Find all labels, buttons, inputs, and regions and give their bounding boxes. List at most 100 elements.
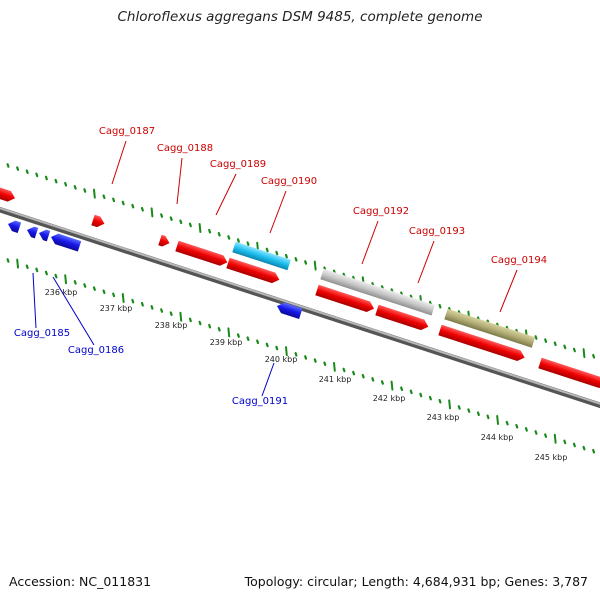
- scale-label: 243 kbp: [427, 413, 460, 422]
- minor-tick: [534, 430, 538, 435]
- gene-box-cagg-0190[interactable]: [232, 241, 291, 271]
- gene-arrow-cagg-0186[interactable]: [49, 232, 82, 252]
- major-tick: [227, 327, 231, 338]
- gene-arrow-cagg-0191[interactable]: [275, 301, 303, 319]
- minor-tick: [256, 339, 260, 345]
- minor-tick: [505, 420, 509, 426]
- gene-arrow-cagg-0193[interactable]: [375, 304, 430, 332]
- gene-label-cagg-0194: Cagg_0194: [491, 255, 547, 266]
- minor-tick: [294, 257, 298, 262]
- minor-tick: [342, 367, 346, 373]
- minor-tick: [275, 345, 279, 351]
- gene-arrow-reverse[interactable]: [25, 225, 39, 239]
- minor-tick: [131, 203, 135, 209]
- minor-tick: [140, 301, 144, 307]
- minor-tick: [25, 264, 29, 270]
- minor-tick: [563, 439, 567, 445]
- gene-box-cagg-0194[interactable]: [444, 308, 536, 348]
- major-tick: [285, 346, 288, 357]
- minor-tick: [275, 250, 279, 256]
- minor-tick: [83, 188, 87, 193]
- gene-arrow-forward[interactable]: [0, 186, 17, 204]
- minor-tick: [83, 283, 87, 288]
- gene-label-cagg-0191: Cagg_0191: [232, 396, 288, 407]
- gene-label-cagg-0187: Cagg_0187: [99, 126, 155, 137]
- minor-tick: [304, 260, 308, 265]
- minor-tick: [438, 398, 442, 404]
- gene-label-cagg-0193-leader-line: [417, 240, 435, 284]
- minor-tick: [236, 238, 240, 243]
- gene-arrow-cagg-0194[interactable]: [438, 324, 526, 363]
- minor-tick: [323, 361, 327, 366]
- major-tick: [16, 258, 19, 269]
- gene-label-cagg-0189: Cagg_0189: [210, 159, 266, 170]
- minor-tick: [544, 433, 548, 438]
- minor-tick: [102, 194, 106, 200]
- minor-tick: [169, 216, 173, 221]
- major-tick: [150, 207, 154, 218]
- major-tick: [121, 293, 125, 304]
- gene-arrow-cagg-0192[interactable]: [315, 284, 375, 314]
- gene-arrow-cagg-0189[interactable]: [226, 257, 281, 285]
- genome-backbone: [0, 206, 600, 409]
- gene-arrow-forward[interactable]: [538, 357, 600, 390]
- minor-tick: [160, 213, 164, 218]
- minor-tick: [361, 373, 365, 379]
- genome-summary-text: Topology: circular; Length: 4,684,931 bp…: [244, 574, 588, 589]
- gene-arrow-cagg-0188[interactable]: [175, 240, 229, 268]
- minor-tick: [16, 166, 20, 171]
- scale-label: 236 kbp: [45, 288, 78, 297]
- minor-tick: [169, 311, 173, 316]
- scale-label: 244 kbp: [481, 433, 514, 442]
- gene-label-cagg-0194-leader-line: [499, 269, 518, 313]
- gene-label-cagg-0191-leader-line: [261, 362, 275, 397]
- minor-tick: [304, 355, 308, 360]
- minor-tick: [438, 303, 442, 309]
- gene-label-cagg-0189-leader-line: [215, 173, 237, 216]
- minor-tick: [140, 206, 144, 212]
- minor-tick: [131, 298, 135, 304]
- major-tick: [198, 223, 202, 234]
- minor-tick: [73, 185, 77, 190]
- scale-label: 238 kbp: [155, 321, 188, 330]
- minor-tick: [102, 289, 106, 295]
- minor-tick: [208, 323, 212, 329]
- minor-tick: [6, 258, 10, 263]
- map-title: Chloroflexus aggregans DSM 9485, complet…: [117, 9, 483, 25]
- minor-tick: [428, 395, 432, 401]
- scale-label: 241 kbp: [319, 375, 352, 384]
- minor-tick: [44, 270, 48, 276]
- major-tick: [496, 414, 499, 425]
- minor-tick: [284, 253, 288, 259]
- gene-arrow-cagg-0185[interactable]: [6, 219, 22, 233]
- minor-tick: [592, 448, 596, 454]
- gene-arrow-forward[interactable]: [158, 234, 171, 249]
- minor-tick: [534, 335, 538, 340]
- gene-arrow-forward[interactable]: [91, 214, 106, 229]
- minor-tick: [208, 228, 212, 234]
- minor-tick: [179, 219, 183, 225]
- minor-tick: [265, 247, 269, 253]
- minor-tick: [112, 292, 116, 298]
- gene-label-cagg-0190: Cagg_0190: [261, 176, 317, 187]
- minor-tick: [572, 347, 576, 353]
- minor-tick: [54, 273, 58, 279]
- gene-label-cagg-0186-leader-line: [52, 276, 95, 346]
- minor-tick: [544, 338, 548, 343]
- minor-tick: [217, 231, 221, 237]
- minor-tick: [572, 442, 576, 448]
- gene-label-cagg-0192-leader-line: [361, 220, 379, 265]
- minor-tick: [400, 386, 404, 392]
- gene-box-cagg-0192[interactable]: [320, 268, 435, 316]
- minor-tick: [524, 427, 528, 432]
- minor-tick: [265, 342, 269, 348]
- gene-label-cagg-0188-leader-line: [176, 157, 183, 205]
- minor-tick: [371, 377, 375, 382]
- gene-arrow-reverse[interactable]: [37, 228, 51, 242]
- major-tick: [313, 260, 317, 271]
- inner-tick-track: [6, 258, 596, 454]
- minor-tick: [188, 222, 192, 228]
- minor-tick: [515, 423, 519, 429]
- minor-tick: [188, 317, 192, 323]
- minor-tick: [476, 411, 480, 417]
